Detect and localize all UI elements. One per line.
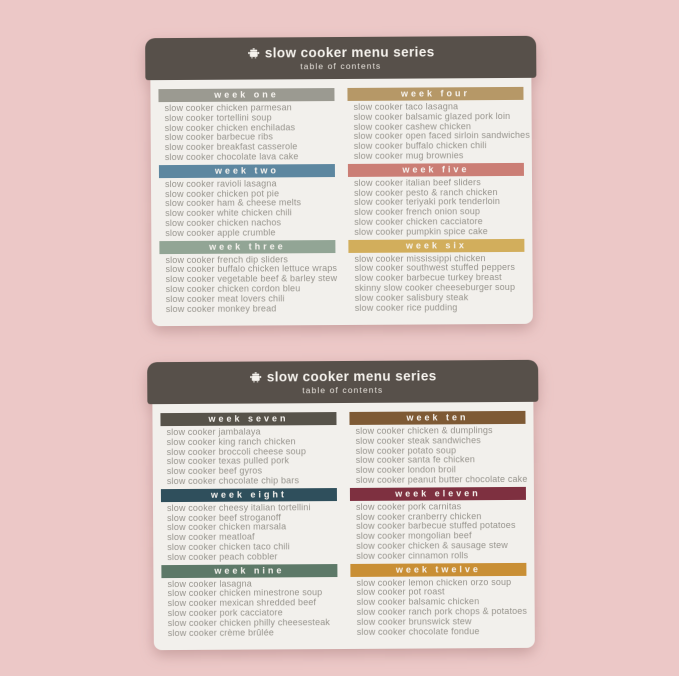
recipe-item: slow cooker pumpkin spice cake	[354, 225, 488, 237]
week-header: week eight	[160, 487, 337, 502]
recipe-item: slow cooker peach cobbler	[167, 551, 278, 562]
recipe-item: slow cooker cinnamon rolls	[356, 550, 469, 561]
recipe-list: slow cooker taco lasagna slow cooker bals…	[348, 101, 530, 162]
card-title: slow cooker menu series	[264, 44, 435, 61]
week-section: week twelve slow cooker lemon chicken orz…	[350, 562, 527, 637]
week-header: week two	[158, 163, 335, 178]
recipe-item: slow cooker rice pudding	[354, 301, 458, 313]
recipe-item: slow cooker mug brownies	[353, 150, 464, 161]
recipe-list: slow cooker ravioli lasagna slow cooker c…	[159, 178, 335, 239]
card-header: slow cooker menu series table of content…	[145, 35, 537, 81]
week-section: week four slow cooker taco lasagna slow co…	[347, 86, 530, 162]
card-body: week seven slow cooker jambalaya slow cook…	[152, 401, 535, 651]
recipe-list: slow cooker pork carnitas slow cooker cra…	[350, 501, 526, 562]
recipe-item: slow cooker chocolate chip bars	[166, 475, 300, 487]
week-header: week nine	[161, 563, 338, 578]
week-section: week eight slow cooker cheesy italian tor…	[160, 487, 337, 563]
week-header: week eleven	[349, 486, 526, 501]
right-column: week four slow cooker taco lasagna slow co…	[347, 86, 530, 315]
recipe-item: slow cooker apple crumble	[165, 227, 276, 238]
week-section: week three slow cooker french dip sliders…	[159, 239, 337, 315]
card-title: slow cooker menu series	[266, 368, 437, 385]
week-header: week six	[348, 238, 525, 253]
week-header: week twelve	[350, 562, 527, 577]
recipe-list: slow cooker chicken & dumplings slow cook…	[350, 425, 528, 486]
week-section: week nine slow cooker lasagna slow cooker …	[161, 563, 338, 639]
recipe-list: slow cooker chicken parmesan slow cooker …	[159, 102, 335, 163]
week-section: week one slow cooker chicken parmesan slow…	[158, 88, 335, 163]
week-header: week ten	[349, 410, 526, 425]
week-section: week seven slow cooker jambalaya slow cook…	[160, 412, 337, 487]
card-subtitle: table of contents	[300, 60, 382, 72]
recipe-list: slow cooker lasagna slow cooker chicken m…	[161, 578, 337, 639]
recipe-list: slow cooker french dip sliders slow cooke…	[159, 254, 337, 315]
recipe-item: slow cooker chocolate fondue	[356, 625, 480, 637]
week-header: week three	[159, 239, 336, 254]
week-section: week eleven slow cooker pork carnitas slow…	[349, 486, 526, 562]
recipe-list: slow cooker italian beef sliders slow coo…	[348, 177, 524, 238]
recipe-item: slow cooker peanut butter chocolate cake	[355, 473, 528, 485]
card-body: week one slow cooker chicken parmesan slow…	[150, 77, 533, 327]
card-subtitle: table of contents	[302, 384, 384, 396]
slow-cooker-icon	[249, 370, 262, 383]
week-section: week ten slow cooker chicken & dumplings s…	[349, 410, 528, 486]
week-section: week five slow cooker italian beef slider…	[347, 162, 524, 238]
recipe-list: slow cooker lemon chicken orzo soup slow …	[350, 577, 527, 637]
recipe-list: slow cooker jambalaya slow cooker king ra…	[161, 427, 337, 487]
week-section: week six slow cooker mississippi chicken s…	[348, 238, 525, 313]
recipe-list: slow cooker cheesy italian tortellini slo…	[161, 502, 337, 563]
recipe-item: slow cooker crème brûlée	[167, 626, 274, 638]
recipe-item: slow cooker monkey bread	[165, 302, 277, 314]
week-header: week one	[158, 88, 335, 103]
week-header: week five	[347, 162, 524, 177]
menu-card-weeks-7-12: slow cooker menu series table of content…	[147, 359, 540, 651]
left-column: week one slow cooker chicken parmesan slow…	[158, 88, 337, 316]
week-header: week seven	[160, 412, 337, 427]
week-section: week two slow cooker ravioli lasagna slow …	[158, 163, 335, 239]
recipe-item: slow cooker chocolate lava cake	[164, 151, 299, 163]
card-header: slow cooker menu series table of content…	[147, 359, 539, 405]
week-header: week four	[347, 86, 524, 101]
menu-card-weeks-1-6: slow cooker menu series table of content…	[145, 35, 538, 327]
left-column: week seven slow cooker jambalaya slow cook…	[160, 412, 338, 640]
slow-cooker-icon	[247, 46, 260, 59]
recipe-list: slow cooker mississippi chicken slow cook…	[348, 253, 524, 313]
right-column: week ten slow cooker chicken & dumplings s…	[349, 410, 528, 639]
